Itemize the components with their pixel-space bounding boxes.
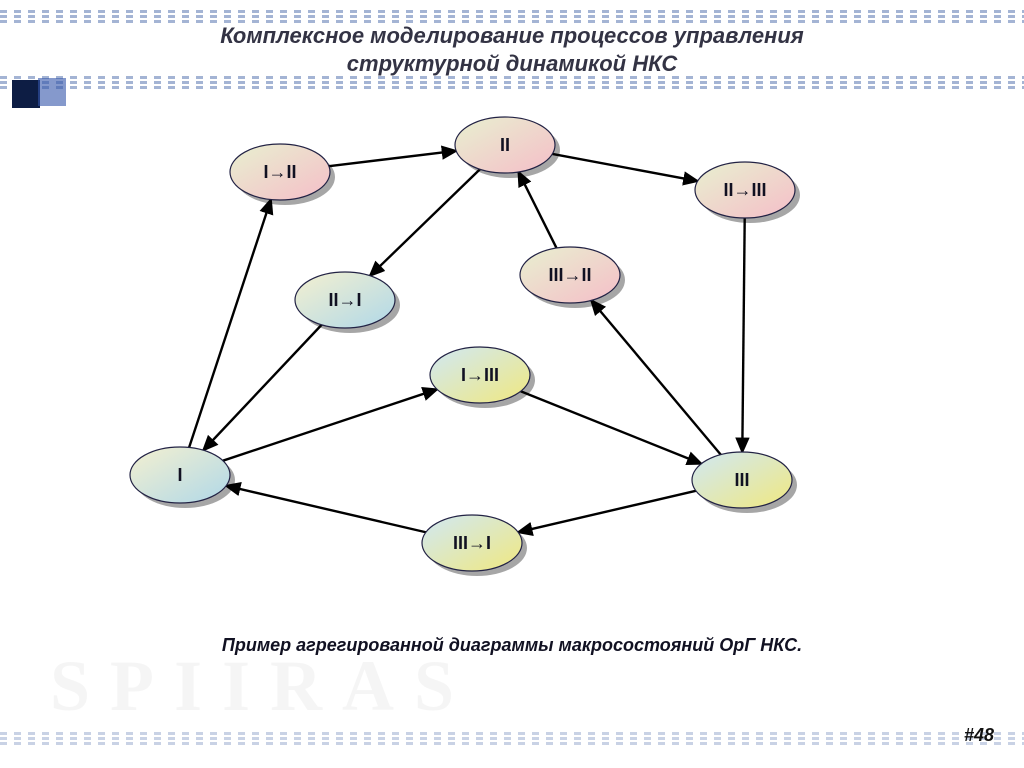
- edge: [742, 218, 744, 452]
- state-label: II→III: [723, 180, 766, 200]
- state-label: I: [177, 465, 182, 485]
- state-label: II→I: [328, 290, 361, 310]
- edge: [521, 391, 702, 463]
- slide-number: #48: [964, 725, 994, 746]
- edge: [189, 200, 271, 448]
- page-title: Комплексное моделирование процессов упра…: [0, 22, 1024, 77]
- state-label: III: [734, 470, 749, 490]
- state-label: I→III: [461, 365, 499, 385]
- edge: [591, 300, 720, 454]
- edge: [552, 154, 697, 181]
- slide: SPIIRAS Комплексное моделирование процес…: [0, 0, 1024, 768]
- footer-band: [0, 732, 1024, 750]
- edge: [518, 172, 556, 248]
- edge: [223, 389, 437, 460]
- edge: [226, 486, 426, 532]
- edge: [370, 169, 480, 276]
- edge: [329, 151, 456, 166]
- state-label: I→II: [263, 162, 296, 182]
- diagram-caption: Пример агрегированной диаграммы макросос…: [0, 635, 1024, 656]
- edge: [518, 491, 696, 532]
- title-band: Комплексное моделирование процессов упра…: [0, 10, 1024, 90]
- edge: [203, 325, 321, 450]
- state-label: III→II: [548, 265, 591, 285]
- state-label: III→I: [453, 533, 491, 553]
- state-diagram: III→IIII→IIIIII→IIII→II→IIIIIIIIII→I: [0, 100, 1024, 660]
- state-label: II: [500, 135, 510, 155]
